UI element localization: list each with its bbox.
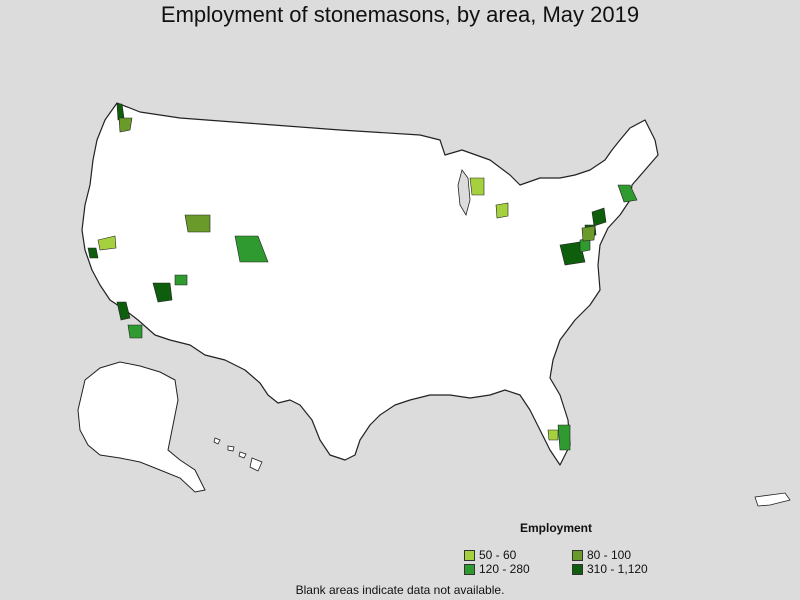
legend-item: 120 - 280 — [464, 562, 530, 576]
area-los-angeles — [116, 301, 131, 321]
area-boston — [617, 184, 638, 203]
area-sacramento — [97, 235, 117, 251]
legend-label: 50 - 60 — [479, 548, 517, 562]
legend-swatch — [464, 563, 475, 575]
legend-swatch — [464, 549, 475, 561]
area-denver — [234, 235, 269, 263]
legend-item: 80 - 100 — [572, 548, 631, 562]
area-harrisburg — [581, 225, 596, 242]
lake-michigan — [457, 169, 471, 217]
alaska — [77, 361, 206, 493]
area-bellingham — [118, 117, 133, 133]
area-northern-michigan — [469, 177, 485, 196]
legend-label: 120 - 280 — [479, 562, 530, 576]
contiguous-us — [81, 102, 659, 466]
area-washington-dc — [559, 241, 586, 266]
legend-title: Employment — [520, 521, 593, 535]
footnote: Blank areas indicate data not available. — [295, 583, 505, 597]
legend-label: 80 - 100 — [587, 548, 632, 562]
legend-swatch — [572, 549, 583, 561]
area-st-george — [174, 274, 188, 286]
map-title: Employment of stonemasons, by area, May … — [160, 2, 640, 27]
legend-swatch — [572, 563, 583, 575]
area-new-york — [591, 207, 607, 227]
area-san-diego — [127, 324, 143, 339]
area-central-michigan — [495, 202, 509, 219]
hawaii — [213, 437, 263, 472]
area-las-vegas — [152, 282, 173, 303]
legend-item: 50 - 60 — [464, 548, 516, 562]
area-san-francisco — [87, 247, 99, 259]
legend-item: 310 - 1,120 — [572, 562, 648, 576]
puerto-rico — [754, 492, 791, 507]
area-miami — [557, 424, 571, 451]
area-salt-lake-city — [184, 214, 211, 233]
area-naples — [547, 429, 559, 441]
legend-label: 310 - 1,120 — [587, 562, 648, 576]
